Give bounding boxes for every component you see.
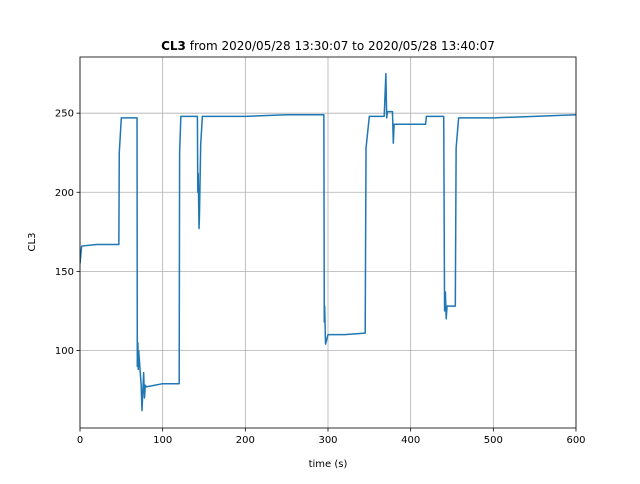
data-line xyxy=(80,72,576,412)
x-tick-label: 300 xyxy=(318,435,337,446)
y-tick-label: 200 xyxy=(55,188,74,199)
x-tick-label: 400 xyxy=(401,435,420,446)
x-tick-label: 600 xyxy=(566,435,585,446)
title-bold: CL3 xyxy=(161,39,186,53)
y-tick-label: 100 xyxy=(55,346,74,357)
title-rest: from 2020/05/28 13:30:07 to 2020/05/28 1… xyxy=(190,39,495,53)
y-axis-label: CL3 xyxy=(27,233,38,252)
y-tick-label: 150 xyxy=(55,267,74,278)
chart-title: CL3 from 2020/05/28 13:30:07 to 2020/05/… xyxy=(161,39,495,53)
x-tick-label: 0 xyxy=(77,435,83,446)
y-tick-label: 250 xyxy=(55,109,74,120)
x-tick-label: 200 xyxy=(236,435,255,446)
plot-frame xyxy=(79,56,577,429)
x-axis-label: time (s) xyxy=(309,459,348,470)
x-tick-label: 100 xyxy=(153,435,172,446)
x-tick-label: 500 xyxy=(484,435,503,446)
